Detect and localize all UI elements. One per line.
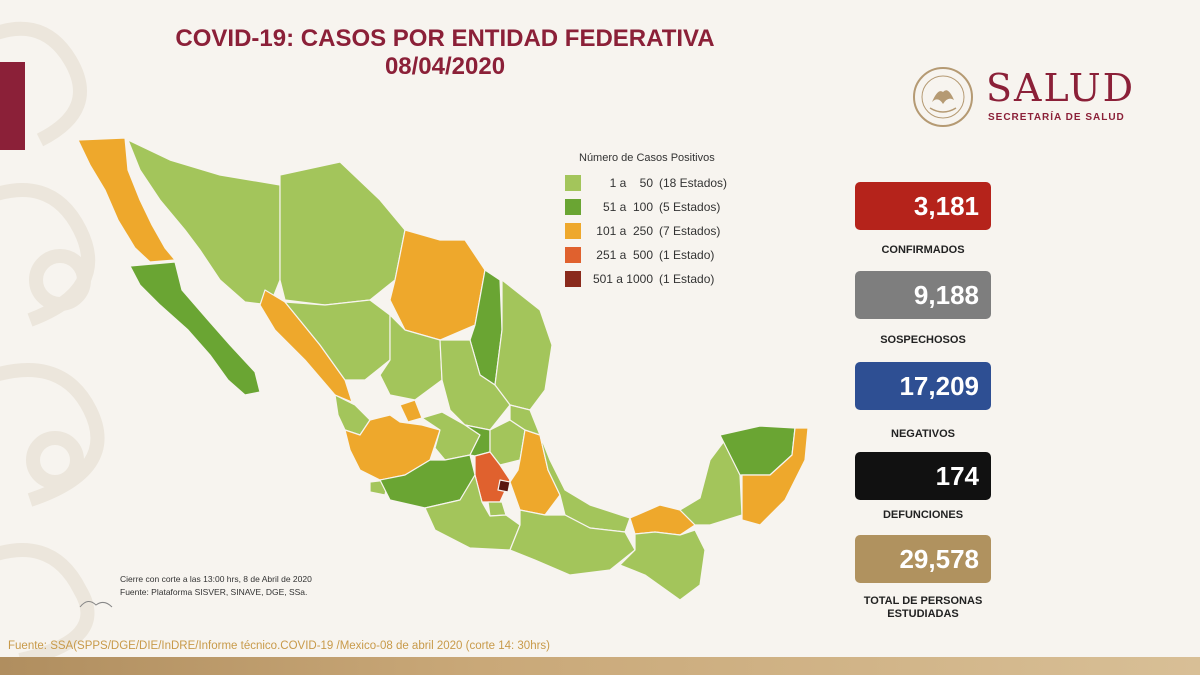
side-accent-bar <box>0 62 25 150</box>
legend-count: (18 Estados) <box>659 176 728 190</box>
state-quintana-roo <box>741 427 809 526</box>
notes-line-2: Fuente: Plataforma SISVER, SINAVE, DGE, … <box>120 587 308 597</box>
state-san-luis-potosi <box>439 339 511 431</box>
sospechosos-value: 9,188 <box>855 271 991 319</box>
total-label-line-1: TOTAL DE PERSONAS <box>863 595 983 607</box>
state-aguascalientes <box>399 399 423 423</box>
state-coahuila <box>389 229 486 341</box>
bottom-accent-bar <box>0 657 1200 675</box>
defunciones-value: 174 <box>855 452 991 500</box>
negativos-value: 17,209 <box>855 362 991 410</box>
state-guerrero <box>424 474 521 551</box>
negativos-label: NEGATIVOS <box>891 428 955 440</box>
logo-subtitle: SECRETARÍA DE SALUD <box>988 112 1125 123</box>
confirmados-value: 3,181 <box>855 182 991 230</box>
total-label-line-2: ESTUDIADAS <box>887 608 959 620</box>
legend-range: 501 a 1000 <box>592 272 653 286</box>
source-notes: Cierre con corte a las 13:00 hrs, 8 de A… <box>120 573 312 599</box>
logo-name: SALUD <box>986 66 1136 110</box>
legend-swatch <box>565 247 581 263</box>
state-tamaulipas <box>494 279 553 411</box>
legend-swatch <box>565 271 581 287</box>
legend-item: 51 a 100 (5 Estados) <box>565 196 765 220</box>
legend-count: (7 Estados) <box>659 224 721 238</box>
legend-swatch <box>565 199 581 215</box>
state-michoacan <box>379 454 476 509</box>
legend-item: 101 a 250 (7 Estados) <box>565 220 765 244</box>
sospechosos-label: SOSPECHOSOS <box>880 334 966 346</box>
legend-count: (5 Estados) <box>659 200 721 214</box>
map-legend: Número de Casos Positivos 1 a 50 (18 Est… <box>565 152 765 292</box>
legend-item: 251 a 500 (1 Estado) <box>565 244 765 268</box>
legend-range: 51 a 100 <box>602 200 653 214</box>
footer-source: Fuente: SSA(SPPS/DGE/DIE/InDRE/Informe t… <box>8 640 551 652</box>
mexico-seal-icon <box>913 67 973 127</box>
state-chihuahua <box>279 161 406 306</box>
confirmados-label: CONFIRMADOS <box>881 244 965 256</box>
state-ciudad-de-mexico <box>497 479 511 493</box>
notes-line-1: Cierre con corte a las 13:00 hrs, 8 de A… <box>120 574 312 584</box>
state-chiapas <box>619 529 706 601</box>
total-label: TOTAL DE PERSONAS ESTUDIADAS <box>823 595 1023 621</box>
background-pattern <box>0 21 105 660</box>
legend-swatch <box>565 223 581 239</box>
total-value: 29,578 <box>855 535 991 583</box>
legend-range: 1 a 50 <box>609 176 653 190</box>
state-morelos <box>487 501 507 517</box>
legend-swatch <box>565 175 581 191</box>
state-baja-california-sur <box>129 261 261 396</box>
legend-range: 101 a 250 <box>596 224 653 238</box>
legend-count: (1 Estado) <box>659 272 715 286</box>
salud-logo: SALUD SECRETARÍA DE SALUD <box>912 66 1162 128</box>
page-title: COVID-19: CASOS POR ENTIDAD FEDERATIVA 0… <box>110 25 780 81</box>
legend-range: 251 a 500 <box>596 248 653 262</box>
small-logo-icon <box>79 601 113 608</box>
legend-count: (1 Estado) <box>659 248 715 262</box>
legend-item: 501 a 1000 (1 Estado) <box>565 268 765 292</box>
title-date: 08/04/2020 <box>384 53 506 80</box>
legend-item: 1 a 50 (18 Estados) <box>565 172 765 196</box>
state-sonora <box>127 139 281 306</box>
title-line-1: COVID-19: CASOS POR ENTIDAD FEDERATIVA <box>175 25 715 52</box>
mexico-map <box>77 137 809 601</box>
defunciones-label: DEFUNCIONES <box>882 509 964 521</box>
legend-title: Número de Casos Positivos <box>579 152 715 164</box>
state-baja-california <box>77 137 176 263</box>
state-oaxaca <box>509 509 636 576</box>
